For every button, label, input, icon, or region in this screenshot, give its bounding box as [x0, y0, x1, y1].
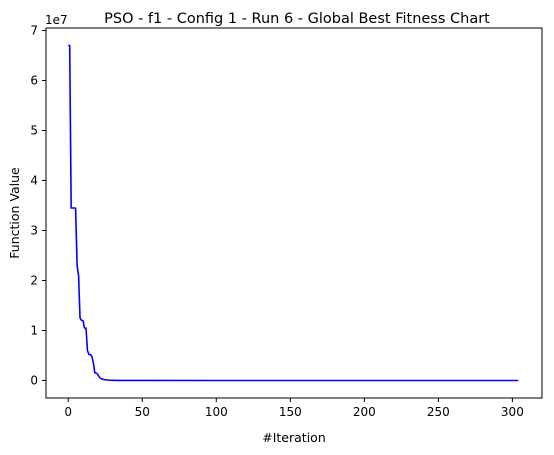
y-axis-ticks: 0 1 2 3 4 5 6 7 — [30, 24, 46, 388]
y-offset-text: 1e7 — [45, 13, 68, 27]
x-tick-label: 250 — [427, 405, 450, 419]
series-lines — [68, 44, 519, 382]
x-axis-ticks: 0 50 100 150 200 250 300 — [64, 398, 524, 419]
y-tick-label: 6 — [30, 74, 38, 88]
x-tick-label: 200 — [353, 405, 376, 419]
y-tick-label: 2 — [30, 274, 38, 288]
x-tick-label: 0 — [64, 405, 72, 419]
x-axis-label: #Iteration — [262, 430, 326, 445]
x-tick-label: 300 — [501, 405, 524, 419]
plot-area: 0 50 100 150 200 250 300 0 1 2 3 4 5 6 7 — [30, 24, 543, 419]
x-tick-label: 50 — [135, 405, 150, 419]
x-tick-label: 150 — [279, 405, 302, 419]
x-tick-label: 100 — [205, 405, 228, 419]
y-tick-label: 5 — [30, 124, 38, 138]
y-tick-label: 4 — [30, 174, 38, 188]
series-line-0 — [68, 44, 519, 382]
y-tick-label: 0 — [30, 374, 38, 388]
y-tick-label: 1 — [30, 324, 38, 338]
y-axis-label: Function Value — [7, 167, 22, 259]
y-tick-label: 3 — [30, 224, 38, 238]
chart-title: PSO - f1 - Config 1 - Run 6 - Global Bes… — [104, 11, 490, 27]
y-tick-label: 7 — [30, 24, 38, 38]
plot-frame — [45, 27, 543, 399]
